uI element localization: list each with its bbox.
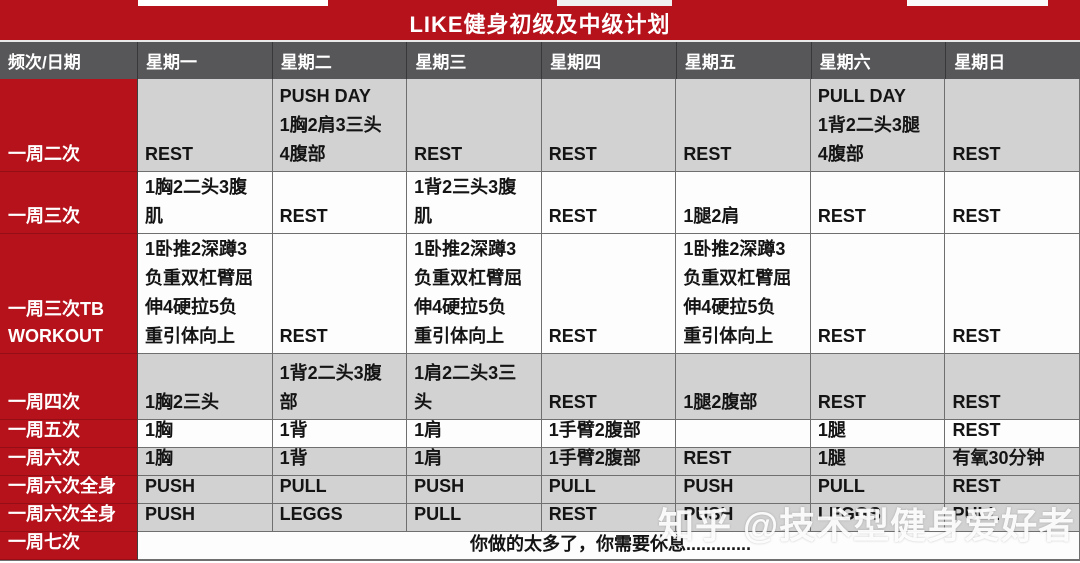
plan-cell: REST bbox=[945, 234, 1080, 354]
cropped-bottom-strip bbox=[0, 560, 1080, 563]
plan-cell: REST bbox=[407, 79, 542, 172]
plan-row: 一周三次TB WORKOUT 1卧推2深蹲3 负重双杠臂屈 伸4硬拉5负 重引体向… bbox=[0, 234, 1080, 354]
day-header-friday: 星期五 bbox=[677, 42, 812, 79]
plan-cell: REST bbox=[810, 234, 946, 354]
plan-row: 一周五次 1胸 1背 1肩 1手臂2腹部 1腿 REST bbox=[0, 420, 1080, 448]
row-label: 一周六次 bbox=[0, 448, 138, 476]
plan-cell: PUSH bbox=[676, 504, 811, 532]
plan-cell: 1背2三头3腹 肌 bbox=[407, 172, 542, 234]
plan-cell: 1卧推2深蹲3 负重双杠臂屈 伸4硬拉5负 重引体向上 bbox=[407, 234, 542, 354]
merged-note-cell: 你做的太多了，你需要休息............. bbox=[138, 532, 1080, 560]
plan-cell: PULL DAY 1背2二头3腿 4腹部 bbox=[810, 79, 946, 172]
plan-cell: REST bbox=[138, 79, 273, 172]
day-header-wednesday: 星期三 bbox=[407, 42, 543, 79]
plan-cell: REST bbox=[272, 234, 408, 354]
plan-cell: 1肩 bbox=[407, 420, 542, 448]
plan-cell: 1腿2腹部 bbox=[676, 354, 811, 420]
plan-cell: PUSH bbox=[407, 476, 542, 504]
plan-cell: REST bbox=[541, 172, 677, 234]
row-label: 一周三次TB WORKOUT bbox=[0, 234, 138, 354]
plan-cell: LEGGS bbox=[272, 504, 408, 532]
plan-cell: REST bbox=[810, 354, 946, 420]
row-label: 一周七次 bbox=[0, 532, 138, 560]
plan-cell: REST bbox=[541, 354, 677, 420]
row-label: 一周三次 bbox=[0, 172, 138, 234]
plan-cell: PUSH bbox=[138, 476, 273, 504]
plan-cell: LEGGS bbox=[810, 504, 946, 532]
row-label: 一周二次 bbox=[0, 79, 138, 172]
plan-row: 一周六次全身 PUSH PULL PUSH PULL PUSH PULL REST bbox=[0, 476, 1080, 504]
table-header-row: 频次/日期 星期一 星期二 星期三 星期四 星期五 星期六 星期日 bbox=[0, 42, 1080, 79]
plan-cell: REST bbox=[541, 234, 677, 354]
plan-cell: 1胸2三头 bbox=[138, 354, 273, 420]
plan-cell: PUSH DAY 1胸2肩3三头 4腹部 bbox=[272, 79, 408, 172]
plan-cell: 1肩2二头3三 头 bbox=[407, 354, 542, 420]
page-title: LIKE健身初级及中级计划 bbox=[409, 12, 671, 37]
day-header-tuesday: 星期二 bbox=[273, 42, 408, 79]
table-body: 一周二次 REST PUSH DAY 1胸2肩3三头 4腹部 REST REST REST… bbox=[0, 79, 1080, 560]
plan-row: 一周六次 1胸 1背 1肩 1手臂2腹部 REST 1腿 有氧30分钟 bbox=[0, 448, 1080, 476]
plan-cell: 1胸 bbox=[138, 420, 273, 448]
plan-cell: 1卧推2深蹲3 负重双杠臂屈 伸4硬拉5负 重引体向上 bbox=[676, 234, 811, 354]
plan-cell: REST bbox=[541, 79, 677, 172]
plan-row: 一周二次 REST PUSH DAY 1胸2肩3三头 4腹部 REST REST REST… bbox=[0, 79, 1080, 172]
plan-cell: PULL bbox=[945, 504, 1080, 532]
row-label: 一周五次 bbox=[0, 420, 138, 448]
plan-cell: PUSH bbox=[676, 476, 811, 504]
day-header-thursday: 星期四 bbox=[542, 42, 677, 79]
plan-cell: PULL bbox=[541, 476, 677, 504]
plan-cell: REST bbox=[272, 172, 408, 234]
plan-cell: 1腿 bbox=[810, 448, 946, 476]
plan-cell: REST bbox=[676, 448, 811, 476]
plan-cell: 1肩 bbox=[407, 448, 542, 476]
plan-cell: 1胸2二头3腹 肌 bbox=[138, 172, 273, 234]
plan-cell: 有氧30分钟 bbox=[945, 448, 1080, 476]
plan-row: 一周三次 1胸2二头3腹 肌 REST 1背2三头3腹 肌 REST 1腿2肩 REST RE… bbox=[0, 172, 1080, 234]
plan-cell: REST bbox=[541, 504, 677, 532]
plan-cell: 1手臂2腹部 bbox=[541, 448, 677, 476]
row-label: 一周四次 bbox=[0, 354, 138, 420]
plan-cell: PUSH bbox=[138, 504, 273, 532]
plan-cell: PULL bbox=[407, 504, 542, 532]
plan-cell: REST bbox=[945, 420, 1080, 448]
row-label: 一周六次全身 bbox=[0, 476, 138, 504]
plan-cell: PULL bbox=[272, 476, 408, 504]
plan-cell: REST bbox=[945, 172, 1080, 234]
day-header-sunday: 星期日 bbox=[954, 53, 1006, 72]
plan-cell: 1背 bbox=[272, 420, 408, 448]
plan-cell: 1胸 bbox=[138, 448, 273, 476]
plan-cell: 1腿2肩 bbox=[676, 172, 811, 234]
table-title-bar: LIKE健身初级及中级计划 bbox=[0, 6, 1080, 42]
plan-cell: 1背 bbox=[272, 448, 408, 476]
plan-cell: REST bbox=[945, 476, 1080, 504]
plan-row: 一周七次 你做的太多了，你需要休息............. bbox=[0, 532, 1080, 560]
cropped-top-strip bbox=[0, 0, 1080, 6]
plan-cell: REST bbox=[810, 172, 946, 234]
plan-cell: 1卧推2深蹲3 负重双杠臂屈 伸4硬拉5负 重引体向上 bbox=[138, 234, 273, 354]
plan-cell: 1腿 bbox=[810, 420, 946, 448]
plan-cell: REST bbox=[945, 79, 1080, 172]
plan-cell: 1背2二头3腹 部 bbox=[272, 354, 408, 420]
plan-cell bbox=[676, 420, 811, 448]
plan-cell: REST bbox=[676, 79, 811, 172]
plan-cell: REST bbox=[945, 354, 1080, 420]
plan-row: 一周六次全身 PUSH LEGGS PULL REST PUSH LEGGS PULL bbox=[0, 504, 1080, 532]
plan-cell: 1手臂2腹部 bbox=[541, 420, 677, 448]
day-header-saturday: 星期六 bbox=[812, 42, 947, 79]
row-label: 一周六次全身 bbox=[0, 504, 138, 532]
day-header-monday: 星期一 bbox=[138, 42, 273, 79]
plan-cell: PULL bbox=[810, 476, 946, 504]
plan-row: 一周四次 1胸2三头 1背2二头3腹 部 1肩2二头3三 头 REST 1腿2腹部 REST… bbox=[0, 354, 1080, 420]
corner-header: 频次/日期 bbox=[0, 42, 138, 79]
